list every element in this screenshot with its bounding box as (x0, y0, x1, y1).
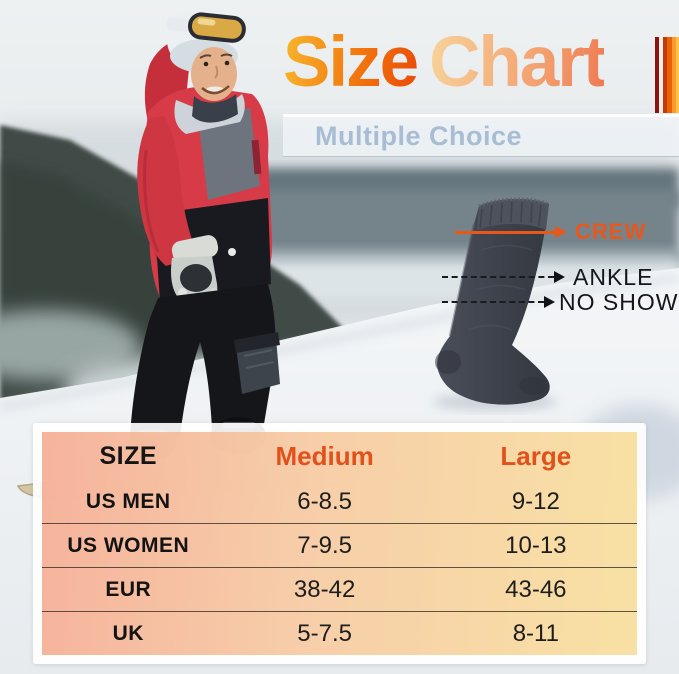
crew-arrowhead-icon (555, 226, 567, 238)
row-label: US WOMEN (67, 533, 190, 557)
crew-callout: CREW (455, 219, 646, 245)
size-table: SIZE Medium Large US MEN 6-8.5 9-12 US W… (33, 423, 646, 664)
ankle-callout: ANKLE (442, 264, 653, 290)
slope-edge-shadow (0, 274, 679, 412)
row-label: EUR (105, 577, 152, 601)
table-row-eur: EUR 38-42 43-46 (42, 568, 637, 612)
size-table-header-row: SIZE Medium Large (42, 432, 637, 480)
no-show-callout: NO SHOW (442, 289, 678, 315)
table-row-us-men: US MEN 6-8.5 9-12 (42, 480, 637, 524)
row-label: US MEN (85, 489, 171, 513)
table-row-uk: UK 5-7.5 8-11 (42, 612, 637, 655)
accent-bar-red (655, 37, 659, 113)
crew-arrow-line (455, 230, 555, 234)
no-show-label: NO SHOW (559, 288, 679, 315)
row-value-medium: 5-7.5 (297, 619, 352, 647)
title-word-chart: Chart (429, 23, 606, 102)
ankle-arrowhead-icon (554, 271, 565, 283)
row-value-large: 8-11 (512, 619, 559, 647)
accent-bars-icon (655, 37, 679, 113)
size-table-panel: SIZE Medium Large US MEN 6-8.5 9-12 US W… (42, 432, 637, 655)
row-value-large: 10-13 (505, 531, 567, 559)
page-title: Size Chart (283, 23, 606, 102)
row-value-medium: 7-9.5 (297, 531, 352, 559)
header-size: SIZE (99, 441, 158, 470)
subtitle-text: Multiple Choice (315, 121, 523, 151)
ankle-arrow-line (442, 276, 554, 278)
row-value-medium: 38-42 (293, 575, 356, 603)
no-show-arrowhead-icon (544, 296, 555, 308)
header-large: Large (500, 440, 572, 471)
crew-label: CREW (575, 219, 647, 244)
header-medium: Medium (275, 440, 374, 471)
table-row-us-women: US WOMEN 7-9.5 10-13 (42, 524, 637, 568)
accent-bar-orange (663, 37, 679, 113)
ankle-label: ANKLE (573, 263, 654, 290)
subtitle-band: Multiple Choice (283, 114, 679, 157)
row-label: UK (112, 621, 144, 645)
row-value-medium: 6-8.5 (297, 487, 352, 515)
title-word-size: Size (283, 23, 419, 102)
row-value-large: 43-46 (505, 575, 567, 603)
no-show-arrow-line (442, 301, 544, 303)
row-value-large: 9-12 (511, 487, 560, 515)
goggles (166, 12, 246, 43)
